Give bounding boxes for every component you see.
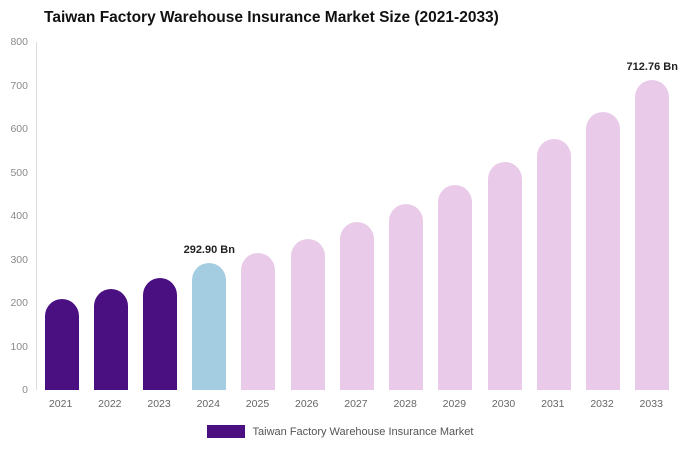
bar <box>143 277 178 390</box>
bar-slot <box>136 42 185 390</box>
bar-slot <box>283 42 332 390</box>
bar <box>389 203 424 390</box>
bar-slot <box>86 42 135 390</box>
bar <box>339 222 374 390</box>
x-axis: 2021 2022 2023 2024 2025 2026 2027 2028 2029 2030… <box>36 398 676 410</box>
x-tick-label: 2026 <box>295 398 319 410</box>
chart-title: Taiwan Factory Warehouse Insurance Marke… <box>44 9 499 26</box>
bar-value-label: 712.76 Bn <box>626 60 678 73</box>
x-tick-label: 2022 <box>98 398 122 410</box>
x-tick-label: 2030 <box>491 398 516 410</box>
bar <box>290 238 325 390</box>
bar-slot <box>234 42 283 390</box>
y-tick-label: 100 <box>10 340 28 353</box>
bar-slot <box>37 42 86 390</box>
bar-slot: 292.90 Bn <box>183 42 235 390</box>
bar-value-label: 292.90 Bn <box>183 243 235 256</box>
legend: Taiwan Factory Warehouse Insurance Marke… <box>0 425 680 438</box>
y-tick-label: 300 <box>10 253 28 266</box>
bar <box>192 262 227 390</box>
bar <box>438 185 473 390</box>
y-tick-label: 500 <box>10 166 28 179</box>
bar <box>44 298 79 390</box>
y-tick-label: 0 <box>22 384 28 396</box>
bar-slot <box>529 42 578 390</box>
bar-slot <box>332 42 381 390</box>
y-axis: 0 100 200 300 400 500 600 700 800 <box>0 36 30 396</box>
bar <box>487 162 522 390</box>
bar <box>635 79 670 390</box>
x-tick-label: 2027 <box>344 398 368 410</box>
legend-swatch-icon <box>206 425 245 438</box>
y-tick-label: 200 <box>10 297 28 309</box>
y-tick-label: 600 <box>10 123 28 135</box>
x-tick-label: 2021 <box>48 398 73 410</box>
x-tick-label: 2029 <box>442 398 467 410</box>
bar-slot <box>579 42 628 390</box>
y-tick-label: 700 <box>10 79 28 92</box>
bar <box>536 138 571 390</box>
bar <box>586 112 621 390</box>
bar <box>241 252 276 390</box>
y-tick-label: 800 <box>10 36 28 48</box>
bar-slot <box>480 42 529 390</box>
bar-slot <box>382 42 431 390</box>
x-tick-label: 2032 <box>590 398 614 410</box>
y-tick-label: 400 <box>10 210 28 222</box>
x-tick-label: 2031 <box>541 398 565 410</box>
x-tick-label: 2033 <box>639 398 663 410</box>
x-tick-label: 2024 <box>196 398 220 410</box>
x-tick-label: 2025 <box>245 398 270 410</box>
legend-label: Taiwan Factory Warehouse Insurance Marke… <box>252 425 474 438</box>
plot-area: 292.90 Bn 712.76 Bn <box>36 42 678 390</box>
bar <box>93 288 128 390</box>
bar-slot: 712.76 Bn <box>626 42 678 390</box>
bar-slot <box>431 42 480 390</box>
x-tick-label: 2028 <box>393 398 417 410</box>
x-tick-label: 2023 <box>147 398 171 410</box>
